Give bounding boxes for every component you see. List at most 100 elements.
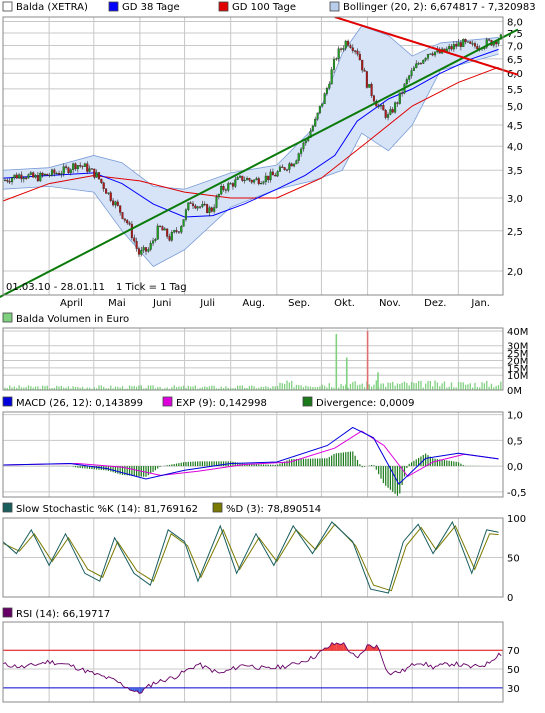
candle [176, 230, 178, 231]
candle [129, 223, 131, 224]
candle [331, 70, 333, 84]
y-tick-label: 2,0 [507, 267, 523, 278]
candle [451, 46, 453, 49]
candle [86, 164, 88, 172]
candle [169, 236, 171, 240]
tick-text: 1 Tick = 1 Tag [116, 282, 187, 293]
candle [413, 68, 415, 71]
candle [335, 59, 337, 60]
candle [82, 166, 84, 167]
candle [58, 173, 60, 174]
candle [140, 250, 142, 254]
x-tick-label: Okt. [334, 298, 355, 309]
y-tick-label: 0,0 [507, 462, 523, 473]
candle [234, 180, 236, 187]
candle [157, 226, 159, 239]
y-tick-label: 4,0 [507, 142, 523, 153]
legend-swatch [163, 397, 172, 406]
x-tick-label: April [60, 298, 83, 309]
candle [458, 42, 460, 46]
candle [312, 126, 314, 131]
candle [232, 183, 234, 186]
candle [230, 183, 232, 184]
y-tick-label: 5,0 [507, 102, 523, 113]
candle [256, 178, 258, 179]
candle [68, 168, 70, 173]
rsi-panel-frame [3, 622, 503, 702]
x-tick-label: Jan. [470, 298, 490, 309]
candle [281, 167, 283, 168]
candle [394, 103, 396, 113]
candle [93, 169, 95, 178]
price-panel: 8,07,57,06,56,05,55,04,54,03,53,02,52,00… [0, 17, 523, 317]
candle [37, 175, 39, 181]
candle [98, 172, 100, 179]
candle [462, 39, 464, 46]
candle [488, 40, 490, 41]
legend-label: GD 100 Tage [232, 2, 296, 13]
candle [277, 171, 279, 176]
candle [100, 179, 102, 183]
candle [39, 173, 41, 181]
y-tick-label: 3,0 [507, 194, 523, 205]
candle [183, 219, 185, 226]
candle [387, 114, 389, 117]
candle [368, 84, 370, 87]
y-tick-label: 0,5 [507, 436, 523, 447]
legend-label: MACD (26, 12): 0,143899 [16, 398, 143, 409]
candle [237, 177, 239, 179]
candle [49, 175, 51, 176]
legend-swatch [213, 503, 222, 512]
candle [122, 212, 124, 218]
candle [131, 224, 133, 238]
candle [472, 43, 474, 44]
candle [35, 175, 37, 177]
y-tick-label: 0M [507, 386, 522, 397]
x-tick-label: Nov. [379, 298, 401, 309]
candle [23, 178, 25, 179]
y-tick-label: 6,5 [507, 55, 523, 66]
candle [427, 54, 429, 58]
candle [434, 52, 436, 55]
candle [241, 176, 243, 181]
candle [474, 43, 476, 46]
candle [178, 232, 180, 233]
y-tick-label: 100 [507, 514, 526, 525]
candle [333, 59, 335, 69]
candle [159, 226, 161, 227]
candle [239, 176, 241, 177]
candle [213, 208, 215, 212]
candle [432, 54, 434, 55]
candle [382, 105, 384, 110]
candle [467, 42, 469, 43]
candle [227, 183, 229, 190]
candle [105, 189, 107, 194]
rsi-overbought-fill [339, 644, 341, 650]
legend-swatch [3, 397, 12, 406]
y-tick-label: 4,5 [507, 121, 523, 132]
candle [32, 173, 34, 178]
candle [72, 164, 74, 170]
legend-swatch [219, 2, 228, 11]
candle [185, 210, 187, 220]
candle [136, 241, 138, 248]
candle [211, 208, 213, 212]
candle [75, 164, 77, 169]
macd-line [3, 427, 499, 484]
candle [286, 170, 288, 171]
candle [138, 249, 140, 255]
candle [190, 203, 192, 204]
candle [411, 71, 413, 76]
candle [267, 176, 269, 180]
candle [305, 141, 307, 143]
candle [399, 93, 401, 104]
date-range-text: 01.03.10 - 28.01.11 [6, 282, 105, 293]
legend-label: Balda (XETRA) [16, 2, 88, 13]
candle [28, 175, 30, 179]
legend-swatch [3, 313, 12, 322]
y-tick-label: 5,5 [507, 85, 523, 96]
x-tick-label: Mai [108, 298, 126, 309]
candle [317, 113, 319, 119]
candle [96, 172, 98, 177]
